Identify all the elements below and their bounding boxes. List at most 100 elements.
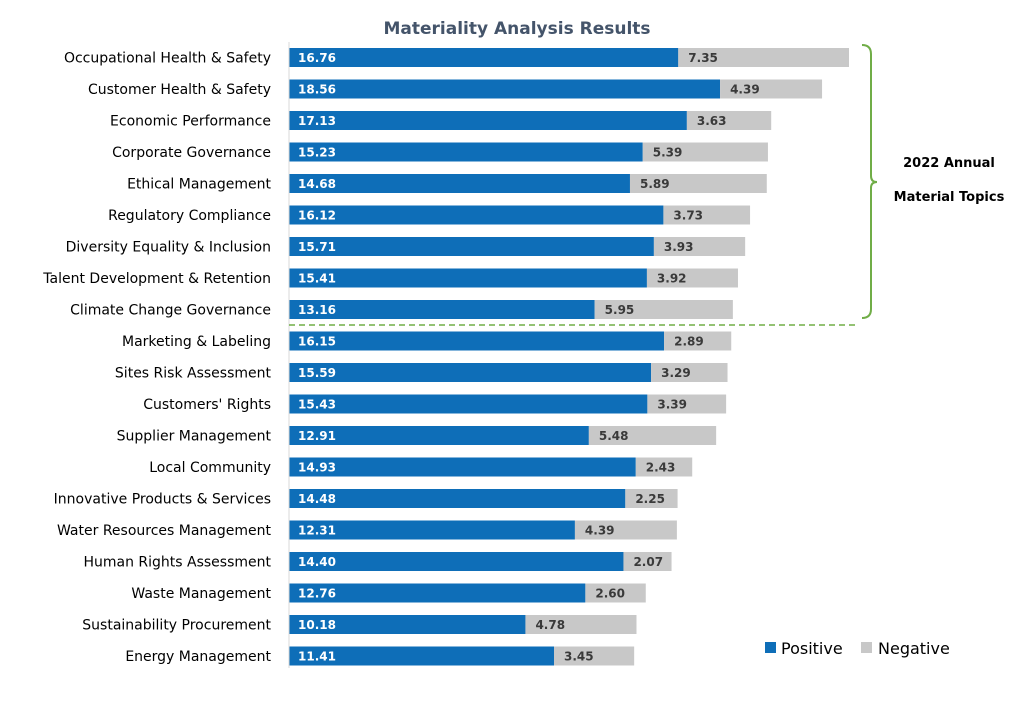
category-label: Economic Performance	[110, 114, 271, 130]
legend-label-negative: Negative	[878, 639, 950, 658]
bar-positive	[289, 174, 630, 193]
bar-positive	[289, 394, 648, 414]
bar-negative	[664, 331, 732, 351]
data-label-negative: 2.25	[635, 492, 665, 506]
data-label-negative: 5.48	[599, 429, 629, 443]
bar-negative	[663, 205, 751, 225]
data-label-positive: 14.68	[298, 177, 336, 191]
bar-positive	[289, 268, 647, 288]
data-label-positive: 11.41	[298, 650, 336, 664]
category-label: Occupational Health & Safety	[64, 51, 271, 67]
chart-title: Materiality Analysis Results	[383, 19, 650, 39]
data-label-negative: 7.35	[688, 51, 718, 65]
category-label: Climate Change Governance	[70, 303, 271, 319]
category-label: Ethical Management	[127, 177, 271, 193]
material-topics-bracket	[861, 44, 878, 319]
bar-positive	[289, 363, 652, 382]
data-label-positive: 15.43	[298, 398, 336, 412]
data-label-positive: 16.76	[298, 51, 336, 65]
category-label: Sustainability Procurement	[82, 618, 271, 634]
bar-negative	[720, 79, 823, 99]
bar-positive	[289, 583, 586, 603]
data-label-negative: 4.39	[585, 524, 615, 538]
bar-negative	[678, 48, 849, 67]
bar-positive	[289, 48, 679, 67]
data-label-positive: 14.48	[298, 492, 336, 506]
bar-negative	[642, 142, 768, 162]
bar-positive	[289, 79, 721, 99]
bar-positive	[289, 142, 643, 162]
data-label-negative: 3.45	[564, 650, 594, 664]
bar-positive	[289, 300, 595, 319]
bar-negative	[647, 394, 727, 414]
bar-positive	[289, 426, 589, 445]
data-label-negative: 2.43	[646, 461, 676, 475]
data-label-positive: 15.71	[298, 240, 336, 254]
bar-positive	[289, 331, 665, 351]
bar-negative	[629, 174, 767, 193]
data-label-negative: 4.39	[730, 83, 760, 97]
data-label-negative: 3.92	[657, 272, 687, 286]
data-label-negative: 3.63	[697, 114, 727, 128]
bar-negative	[554, 646, 635, 666]
data-label-positive: 18.56	[298, 83, 336, 97]
category-labels: Occupational Health & Safety Customer Hea…	[42, 51, 271, 666]
data-label-positive: 12.31	[298, 524, 336, 538]
data-label-negative: 3.29	[661, 366, 691, 380]
bar-positive	[289, 646, 555, 666]
data-label-negative: 3.39	[657, 398, 687, 412]
bar-negative	[625, 489, 678, 508]
legend: Positive Negative	[765, 639, 950, 658]
bar-negative	[646, 268, 738, 288]
bar-positive	[289, 552, 624, 571]
bar-positive	[289, 205, 664, 225]
category-label: Customers' Rights	[143, 397, 271, 413]
bar-negative	[623, 552, 672, 571]
annotation-line-1: 2022 Annual	[903, 156, 995, 171]
category-label: Customer Health & Safety	[88, 82, 271, 98]
data-label-positive: 12.76	[298, 587, 336, 601]
data-label-negative: 5.39	[653, 146, 683, 160]
bar-positive	[289, 520, 575, 540]
category-label: Regulatory Compliance	[108, 208, 271, 224]
bar-negative	[585, 583, 646, 603]
legend-swatch-negative	[861, 642, 872, 653]
annotation-line-2: Material Topics	[894, 190, 1005, 205]
data-label-positive: 10.18	[298, 618, 336, 632]
data-label-positive: 15.23	[298, 146, 336, 160]
bar-positive	[289, 237, 654, 256]
bar-negative	[635, 457, 693, 477]
bars-group: 16.76 7.35 18.56 4.39 17.13 3.63 15.23 5.39 14.6…	[289, 48, 849, 666]
category-label: Marketing & Labeling	[122, 334, 271, 350]
legend-swatch-positive	[765, 642, 776, 653]
bar-positive	[289, 489, 626, 508]
bar-negative	[651, 363, 728, 382]
data-label-negative: 3.93	[664, 240, 694, 254]
data-label-negative: 4.78	[535, 618, 565, 632]
data-label-positive: 13.16	[298, 303, 336, 317]
category-label: Local Community	[149, 460, 271, 476]
data-label-positive: 12.91	[298, 429, 336, 443]
category-label: Innovative Products & Services	[54, 492, 271, 508]
bar-negative	[525, 615, 637, 634]
category-label: Waste Management	[131, 586, 271, 602]
data-label-positive: 16.15	[298, 335, 336, 349]
category-label: Talent Development & Retention	[42, 271, 271, 287]
data-label-positive: 14.40	[298, 555, 336, 569]
data-label-positive: 16.12	[298, 209, 336, 223]
bar-negative	[574, 520, 677, 540]
data-label-positive: 15.41	[298, 272, 336, 286]
data-label-negative: 5.95	[605, 303, 635, 317]
data-label-negative: 3.73	[673, 209, 703, 223]
category-label: Water Resources Management	[57, 523, 272, 539]
legend-label-positive: Positive	[781, 639, 843, 658]
bar-negative	[653, 237, 746, 256]
data-label-negative: 2.60	[595, 587, 625, 601]
data-label-negative: 2.07	[633, 555, 663, 569]
category-label: Diversity Equality & Inclusion	[66, 240, 271, 256]
bar-negative	[588, 426, 717, 445]
data-label-positive: 14.93	[298, 461, 336, 475]
category-label: Corporate Governance	[112, 145, 271, 161]
data-label-positive: 17.13	[298, 114, 336, 128]
